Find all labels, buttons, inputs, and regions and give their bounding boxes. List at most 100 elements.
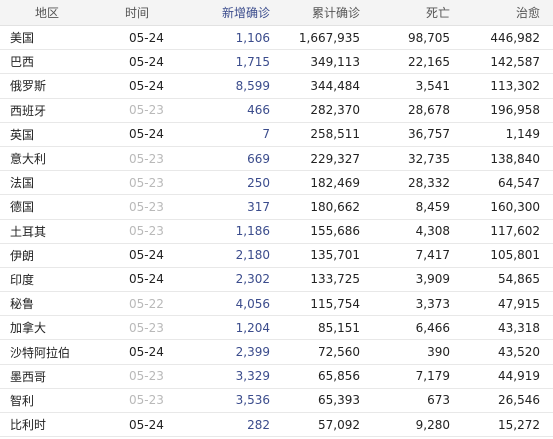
- table-row[interactable]: 美国 05-24 1,106 1,667,935 98,705 446,982: [0, 26, 553, 51]
- table-row[interactable]: 比利时 05-24 282 57,092 9,280 15,272: [0, 413, 553, 438]
- total-confirmed-cell: 85,151: [318, 320, 360, 335]
- cured-cell: 47,915: [498, 296, 540, 311]
- table-row[interactable]: 伊朗 05-24 2,180 135,701 7,417 105,801: [0, 244, 553, 268]
- total-confirmed-cell: 65,856: [318, 369, 360, 384]
- total-confirmed-cell: 258,511: [310, 127, 360, 142]
- time-cell: 05-23: [129, 224, 164, 239]
- time-cell: 05-24: [129, 417, 164, 432]
- region-cell: 印度: [10, 272, 35, 287]
- deaths-cell: 3,909: [415, 272, 450, 287]
- time-cell: 05-24: [129, 127, 164, 142]
- table-row[interactable]: 沙特阿拉伯 05-24 2,399 72,560 390 43,520: [0, 340, 553, 365]
- new-confirmed-cell: 1,204: [235, 320, 270, 335]
- cured-cell: 138,840: [490, 151, 540, 166]
- time-cell: 05-24: [129, 54, 164, 69]
- region-cell: 西班牙: [10, 103, 47, 118]
- region-cell: 土耳其: [10, 224, 47, 239]
- cured-cell: 64,547: [498, 175, 540, 190]
- new-confirmed-cell: 250: [247, 175, 270, 190]
- column-header-cured[interactable]: 治愈: [515, 6, 540, 20]
- region-cell: 美国: [10, 31, 35, 46]
- new-confirmed-cell: 2,399: [235, 345, 270, 360]
- time-cell: 05-23: [129, 151, 164, 166]
- table-row[interactable]: 秘鲁 05-22 4,056 115,754 3,373 47,915: [0, 292, 553, 317]
- deaths-cell: 3,373: [415, 296, 450, 311]
- total-confirmed-cell: 229,327: [310, 151, 360, 166]
- column-header-new-confirmed[interactable]: 新增确诊: [221, 6, 270, 20]
- deaths-cell: 9,280: [415, 417, 450, 432]
- table-row[interactable]: 智利 05-23 3,536 65,393 673 26,546: [0, 389, 553, 413]
- table-row[interactable]: 土耳其 05-23 1,186 155,686 4,308 117,602: [0, 220, 553, 244]
- deaths-cell: 6,466: [415, 320, 450, 335]
- table-row[interactable]: 西班牙 05-23 466 282,370 28,678 196,958: [0, 99, 553, 123]
- table-row[interactable]: 墨西哥 05-23 3,329 65,856 7,179 44,919: [0, 365, 553, 389]
- column-header-total-confirmed[interactable]: 累计确诊: [311, 6, 360, 20]
- total-confirmed-cell: 344,484: [310, 78, 360, 93]
- column-header-deaths[interactable]: 死亡: [425, 6, 450, 20]
- time-cell: 05-23: [129, 320, 164, 335]
- table-row[interactable]: 巴西 05-24 1,715 349,113 22,165 142,587: [0, 50, 553, 75]
- deaths-cell: 32,735: [408, 151, 450, 166]
- cured-cell: 160,300: [490, 199, 540, 214]
- total-confirmed-cell: 72,560: [318, 345, 360, 360]
- cured-cell: 43,318: [498, 320, 540, 335]
- new-confirmed-cell: 669: [247, 151, 270, 166]
- table-row[interactable]: 意大利 05-23 669 229,327 32,735 138,840: [0, 147, 553, 172]
- time-cell: 05-24: [129, 248, 164, 263]
- region-cell: 德国: [10, 200, 35, 215]
- time-cell: 05-23: [129, 175, 164, 190]
- table-row[interactable]: 俄罗斯 05-24 8,599 344,484 3,541 113,302: [0, 74, 553, 99]
- region-cell: 英国: [10, 127, 35, 142]
- total-confirmed-cell: 115,754: [310, 296, 360, 311]
- new-confirmed-cell: 8,599: [235, 78, 270, 93]
- cured-cell: 446,982: [490, 30, 540, 45]
- time-cell: 05-24: [129, 272, 164, 287]
- region-cell: 法国: [10, 176, 35, 191]
- deaths-cell: 28,332: [408, 175, 450, 190]
- cured-cell: 196,958: [490, 103, 540, 118]
- deaths-cell: 36,757: [408, 127, 450, 142]
- deaths-cell: 7,179: [415, 369, 450, 384]
- deaths-cell: 28,678: [408, 103, 450, 118]
- time-cell: 05-23: [129, 103, 164, 118]
- table-row[interactable]: 英国 05-24 7 258,511 36,757 1,149: [0, 123, 553, 147]
- time-cell: 05-23: [129, 393, 164, 408]
- table-row[interactable]: 加拿大 05-23 1,204 85,151 6,466 43,318: [0, 316, 553, 341]
- deaths-cell: 3,541: [415, 78, 450, 93]
- new-confirmed-cell: 282: [247, 417, 270, 432]
- new-confirmed-cell: 4,056: [235, 296, 270, 311]
- region-cell: 加拿大: [10, 321, 47, 336]
- column-header-region[interactable]: 地区: [35, 6, 60, 20]
- table-row[interactable]: 法国 05-23 250 182,469 28,332 64,547: [0, 171, 553, 196]
- cured-cell: 43,520: [498, 345, 540, 360]
- time-cell: 05-22: [129, 296, 164, 311]
- time-cell: 05-23: [129, 369, 164, 384]
- new-confirmed-cell: 1,715: [235, 54, 270, 69]
- cured-cell: 105,801: [490, 248, 540, 263]
- deaths-cell: 22,165: [408, 54, 450, 69]
- total-confirmed-cell: 182,469: [310, 175, 360, 190]
- total-confirmed-cell: 155,686: [310, 224, 360, 239]
- total-confirmed-cell: 282,370: [310, 103, 360, 118]
- cured-cell: 15,272: [498, 417, 540, 432]
- cured-cell: 26,546: [498, 393, 540, 408]
- total-confirmed-cell: 180,662: [310, 199, 360, 214]
- total-confirmed-cell: 1,667,935: [298, 30, 360, 45]
- deaths-cell: 390: [427, 345, 450, 360]
- deaths-cell: 4,308: [415, 224, 450, 239]
- table-row[interactable]: 德国 05-23 317 180,662 8,459 160,300: [0, 195, 553, 220]
- new-confirmed-cell: 3,329: [235, 369, 270, 384]
- new-confirmed-cell: 3,536: [235, 393, 270, 408]
- column-header-time[interactable]: 时间: [125, 6, 150, 20]
- new-confirmed-cell: 2,302: [235, 272, 270, 287]
- new-confirmed-cell: 1,186: [235, 224, 270, 239]
- new-confirmed-cell: 1,106: [235, 30, 270, 45]
- region-cell: 沙特阿拉伯: [10, 345, 71, 360]
- table-row[interactable]: 印度 05-24 2,302 133,725 3,909 54,865: [0, 268, 553, 293]
- region-cell: 比利时: [10, 418, 47, 433]
- cured-cell: 1,149: [505, 127, 540, 142]
- cured-cell: 142,587: [490, 54, 540, 69]
- total-confirmed-cell: 133,725: [310, 272, 360, 287]
- new-confirmed-cell: 7: [262, 127, 270, 142]
